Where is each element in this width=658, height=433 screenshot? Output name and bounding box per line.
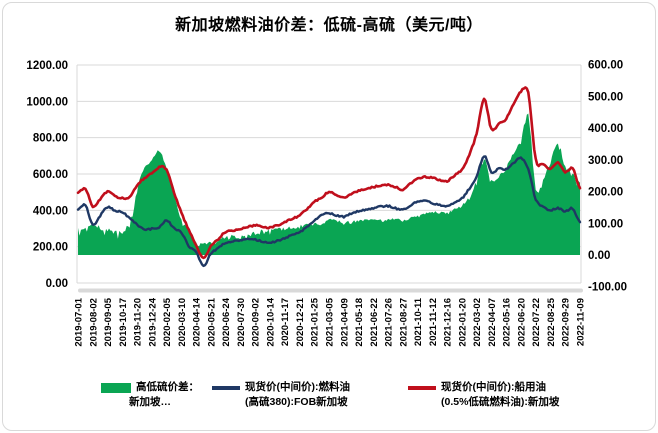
legend-item-lsfo: 现货价(中间价):船用油 (0.5%低硫燃料油):新加坡 [408, 380, 559, 410]
svg-text:1200.00: 1200.00 [26, 60, 68, 72]
spread-area-swatch-icon [101, 383, 131, 393]
svg-text:-100.00: -100.00 [588, 282, 627, 294]
plot-area: 1200.00 1000.00 800.00 600.00 400.00 200.00 0.… [26, 60, 627, 347]
svg-text:0.00: 0.00 [588, 250, 610, 262]
lsfo-line-swatch-icon [408, 386, 436, 390]
legend-lsfo-label-line1: 现货价(中间价):船用油 [441, 381, 546, 393]
svg-text:2021-08-27: 2021-08-27 [398, 298, 409, 347]
legend-hsfo-label-line2: (高硫380):FOB新加坡 [245, 396, 348, 408]
svg-text:300.00: 300.00 [588, 155, 623, 167]
svg-text:2021-05-18: 2021-05-18 [354, 298, 365, 347]
legend-spread-label-line2: 新加坡… [129, 396, 171, 408]
svg-text:2022-11-09: 2022-11-09 [576, 298, 587, 346]
svg-text:2022-04-07: 2022-04-07 [487, 298, 498, 347]
svg-text:200.00: 200.00 [33, 242, 68, 254]
svg-text:2021-01-25: 2021-01-25 [310, 297, 321, 346]
svg-text:2019-10-17: 2019-10-17 [118, 298, 129, 347]
svg-text:100.00: 100.00 [588, 218, 623, 230]
svg-text:2022-09-29: 2022-09-29 [561, 298, 572, 347]
svg-text:2020-04-14: 2020-04-14 [192, 297, 203, 346]
svg-text:2019-07-01: 2019-07-01 [74, 297, 85, 346]
svg-text:2019-09-05: 2019-09-05 [103, 297, 114, 346]
svg-text:2021-04-09: 2021-04-09 [339, 298, 350, 347]
svg-text:400.00: 400.00 [33, 205, 68, 217]
svg-text:2022-08-25: 2022-08-25 [546, 297, 557, 346]
legend-lsfo-label-line2: (0.5%低硫燃料油):新加坡 [441, 396, 560, 408]
svg-text:2020-02-05: 2020-02-05 [162, 297, 173, 346]
svg-text:2021-11-12: 2021-11-12 [428, 298, 439, 346]
svg-text:2022-01-20: 2022-01-20 [457, 298, 468, 347]
svg-text:2020-03-10: 2020-03-10 [177, 298, 188, 347]
svg-text:2020-12-21: 2020-12-21 [295, 297, 306, 346]
svg-text:2022-03-02: 2022-03-02 [472, 298, 483, 347]
svg-text:2020-06-24: 2020-06-24 [221, 297, 232, 346]
hsfo-line-swatch-icon [212, 386, 240, 390]
svg-text:500.00: 500.00 [588, 91, 623, 103]
svg-text:2020-05-21: 2020-05-21 [206, 297, 217, 346]
svg-text:800.00: 800.00 [33, 133, 68, 145]
svg-text:2019-12-24: 2019-12-24 [147, 297, 158, 346]
svg-text:2019-08-02: 2019-08-02 [88, 298, 99, 347]
svg-text:2021-06-22: 2021-06-22 [369, 298, 380, 347]
legend-item-spread: 高低硫价差： 新加坡… [101, 380, 199, 410]
svg-text:2022-05-16: 2022-05-16 [502, 298, 513, 347]
svg-text:2020-11-17: 2020-11-17 [280, 298, 291, 346]
svg-text:2021-10-11: 2021-10-11 [413, 297, 424, 346]
svg-text:2022-07-22: 2022-07-22 [531, 298, 542, 347]
svg-text:2021-07-26: 2021-07-26 [384, 298, 395, 347]
svg-text:400.00: 400.00 [588, 123, 623, 135]
svg-text:2020-07-30: 2020-07-30 [236, 298, 247, 347]
svg-text:2020-09-02: 2020-09-02 [251, 298, 262, 347]
svg-text:600.00: 600.00 [588, 60, 623, 72]
svg-text:2021-12-16: 2021-12-16 [443, 298, 454, 347]
svg-text:2021-03-05: 2021-03-05 [325, 297, 336, 346]
svg-text:2022-06-20: 2022-06-20 [516, 298, 527, 347]
svg-text:1000.00: 1000.00 [26, 96, 68, 108]
legend: 高低硫价差： 新加坡… 现货价(中间价):燃料油 (高硫380):FOB新加坡 … [0, 378, 658, 424]
chart-title: 新加坡燃料油价差：低硫-高硫（美元/吨） [175, 17, 483, 34]
legend-spread-label-line1: 高低硫价差： [136, 381, 199, 393]
legend-item-hsfo: 现货价(中间价):燃料油 (高硫380):FOB新加坡 [212, 380, 350, 410]
svg-text:2020-10-14: 2020-10-14 [265, 297, 276, 346]
svg-text:600.00: 600.00 [33, 169, 68, 181]
svg-text:200.00: 200.00 [588, 187, 623, 199]
legend-hsfo-label-line1: 现货价(中间价):燃料油 [245, 381, 350, 393]
svg-text:2019-11-20: 2019-11-20 [133, 298, 144, 346]
svg-text:0.00: 0.00 [46, 278, 68, 290]
